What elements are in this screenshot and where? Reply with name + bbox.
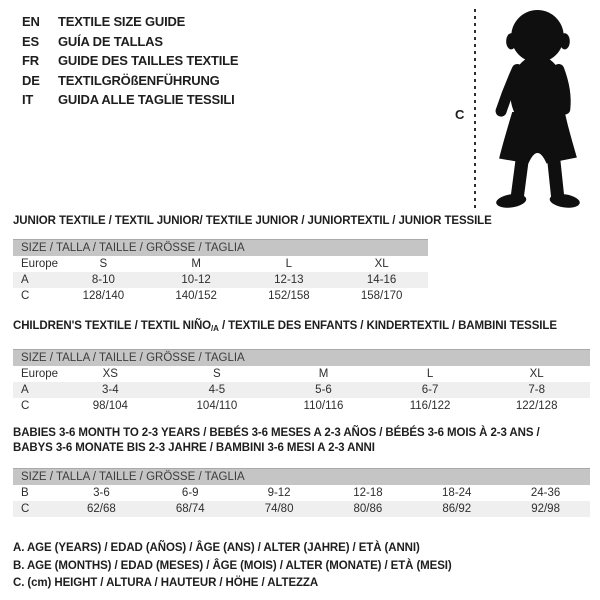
table-row: A 8-10 10-12 12-13 14-16 — [13, 272, 428, 288]
junior-size-table: SIZE / TALLA / TAILLE / GRÖSSE / TAGLIA … — [13, 239, 428, 304]
value-cell: 110/116 — [303, 400, 344, 412]
size-header-bar: SIZE / TALLA / TAILLE / GRÖSSE / TAGLIA — [13, 349, 590, 366]
row-label-cell: C — [21, 400, 30, 412]
table-row: C 128/140 140/152 152/158 158/170 — [13, 288, 428, 304]
row-label-cell: A — [21, 384, 29, 396]
value-cell: 8-10 — [91, 274, 115, 286]
value-cell: 7-8 — [528, 384, 545, 396]
value-cell: 128/140 — [82, 290, 125, 302]
language-code: IT — [22, 92, 34, 108]
value-cell: 12-13 — [274, 274, 304, 286]
babies-table-title-line2: BABYS 3-6 MONATE BIS 2-3 JAHRE / BAMBINI… — [13, 442, 375, 454]
value-cell: 86/92 — [442, 503, 472, 515]
language-label: TEXTILGRÖßENFÜHRUNG — [58, 72, 220, 88]
row-label-cell: C — [21, 290, 30, 302]
language-code: EN — [22, 14, 40, 30]
language-code: DE — [22, 72, 40, 88]
value-cell: 4-5 — [208, 384, 226, 396]
table-row: Europe S M L XL — [13, 256, 428, 272]
title-subscript: /A — [211, 324, 219, 333]
value-cell: M — [191, 258, 201, 270]
value-cell: 104/110 — [196, 400, 238, 412]
size-guide-content: JUNIOR TEXTILE / TEXTIL JUNIOR/ TEXTILE … — [13, 214, 590, 593]
children-table-title: CHILDREN'S TEXTILE / TEXTIL NIÑO/A / TEX… — [13, 319, 590, 336]
junior-table-title: JUNIOR TEXTILE / TEXTIL JUNIOR/ TEXTILE … — [13, 215, 492, 227]
language-item-de: DE TEXTILGRÖßENFÜHRUNG — [22, 71, 238, 91]
value-cell: 14-16 — [366, 274, 397, 286]
value-cell: 10-12 — [181, 274, 211, 286]
row-label-cell: B — [21, 487, 29, 499]
measure-label-c: C — [455, 107, 465, 122]
value-cell: 62/68 — [87, 503, 116, 515]
value-cell: 6-9 — [181, 487, 199, 499]
row-label-cell: Europe — [21, 368, 59, 380]
value-cell: 6-7 — [421, 384, 439, 396]
section-junior: JUNIOR TEXTILE / TEXTIL JUNIOR/ TEXTILE … — [13, 214, 590, 304]
value-cell: 140/152 — [175, 290, 217, 302]
value-cell: 68/74 — [175, 503, 205, 515]
language-item-it: IT GUIDA ALLE TAGLIE TESSILI — [22, 90, 238, 110]
measurement-legend: A. AGE (YEARS) / EDAD (AÑOS) / ÂGE (ANS)… — [13, 540, 590, 593]
language-code: FR — [22, 53, 39, 69]
value-cell: S — [99, 258, 108, 270]
baby-silhouette-icon — [495, 10, 580, 208]
table-row: C 62/68 68/74 74/80 80/86 86/92 92/98 — [13, 501, 590, 517]
height-measure-line — [474, 9, 476, 209]
height-figure: C — [450, 5, 598, 213]
language-label: GUIDA ALLE TAGLIE TESSILI — [58, 92, 235, 108]
table-row: C 98/104 104/110 110/116 116/122 122/128 — [13, 398, 590, 414]
language-label: TEXTILE SIZE GUIDE — [58, 14, 186, 30]
size-header-bar: SIZE / TALLA / TAILLE / GRÖSSE / TAGLIA — [13, 468, 590, 485]
value-cell: 3-6 — [93, 487, 110, 499]
language-item-fr: FR GUIDE DES TAILLES TEXTILE — [22, 51, 239, 71]
section-children: CHILDREN'S TEXTILE / TEXTIL NIÑO/A / TEX… — [13, 319, 590, 414]
table-row: A 3-4 4-5 5-6 6-7 7-8 — [13, 382, 590, 398]
value-cell: 12-18 — [353, 487, 383, 499]
row-label-cell: Europe — [21, 258, 59, 270]
language-label: GUÍA DE TALLAS — [58, 33, 163, 49]
value-cell: M — [318, 368, 329, 380]
value-cell: 80/86 — [353, 503, 383, 515]
babies-table-title-line1: BABIES 3-6 MONTH TO 2-3 YEARS / BEBÉS 3-… — [13, 427, 540, 439]
value-cell: XS — [102, 368, 118, 380]
value-cell: 24-36 — [530, 487, 561, 499]
legend-line-c: C. (cm) HEIGHT / ALTURA / HAUTEUR / HÖHE… — [13, 577, 319, 589]
value-cell: XL — [374, 258, 389, 270]
value-cell: L — [285, 258, 293, 270]
row-label-cell: A — [21, 274, 29, 286]
language-item-en: EN TEXTILE SIZE GUIDE — [22, 12, 238, 32]
value-cell: S — [213, 368, 221, 380]
children-size-table: SIZE / TALLA / TAILLE / GRÖSSE / TAGLIA … — [13, 349, 590, 414]
babies-size-table: SIZE / TALLA / TAILLE / GRÖSSE / TAGLIA … — [13, 468, 590, 517]
row-label-cell: C — [21, 503, 30, 515]
value-cell: 116/122 — [409, 400, 451, 412]
size-header-bar: SIZE / TALLA / TAILLE / GRÖSSE / TAGLIA — [13, 239, 428, 256]
value-cell: 92/98 — [531, 503, 560, 515]
language-list: EN TEXTILE SIZE GUIDE ES GUÍA DE TALLAS … — [22, 12, 239, 110]
value-cell: 18-24 — [442, 487, 472, 499]
table-row: Europe XS S M L XL — [13, 366, 590, 382]
title-text: / TEXTILE DES ENFANTS / KINDERTEXTIL / B… — [218, 320, 557, 332]
value-cell: 152/158 — [268, 290, 310, 302]
value-cell: 98/104 — [92, 400, 128, 412]
language-item-es: ES GUÍA DE TALLAS — [22, 32, 238, 52]
value-cell: 122/128 — [515, 400, 558, 412]
legend-line-b: B. AGE (MONTHS) / EDAD (MESES) / ÂGE (MO… — [13, 559, 452, 572]
title-text: CHILDREN'S TEXTILE / TEXTIL NIÑO — [13, 320, 212, 332]
value-cell: 3-4 — [101, 384, 119, 396]
value-cell: 9-12 — [267, 487, 291, 499]
value-cell: L — [426, 368, 434, 380]
value-cell: 5-6 — [315, 384, 332, 396]
value-cell: 158/170 — [360, 290, 403, 302]
value-cell: 74/80 — [264, 503, 294, 515]
language-label: GUIDE DES TAILLES TEXTILE — [58, 53, 239, 69]
section-babies: BABIES 3-6 MONTH TO 2-3 YEARS / BEBÉS 3-… — [13, 426, 590, 517]
value-cell: XL — [529, 368, 544, 380]
language-code: ES — [22, 33, 39, 49]
legend-line-a: A. AGE (YEARS) / EDAD (AÑOS) / ÂGE (ANS)… — [13, 542, 420, 554]
table-row: B 3-6 6-9 9-12 12-18 18-24 24-36 — [13, 485, 590, 501]
